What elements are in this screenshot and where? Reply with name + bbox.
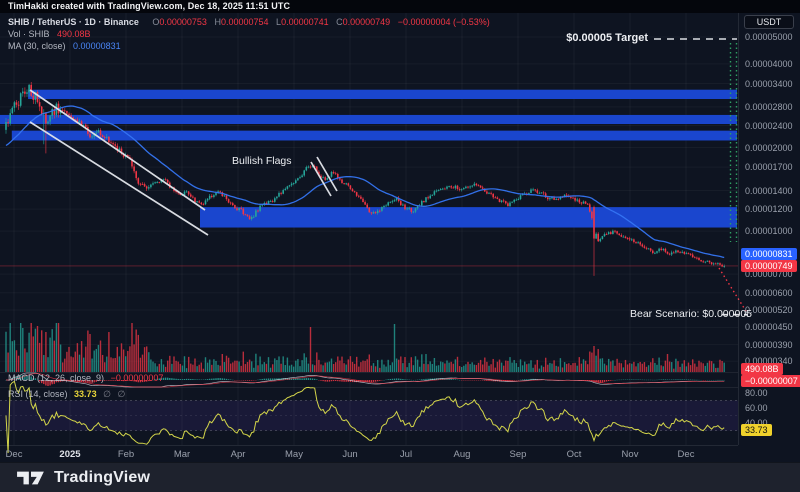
ma-legend-row: MA (30, close) 0.00000831 xyxy=(8,41,121,52)
tradingview-brand-link[interactable]: TradingView xyxy=(16,468,150,488)
ma-label: MA (30, close) xyxy=(8,41,66,51)
price-tick-label: 0.00002400 xyxy=(745,120,793,131)
time-tick-label: Dec xyxy=(677,449,695,460)
rsi-legend-row: RSI (14, close) 33.73 ∅ ∅ xyxy=(8,389,125,400)
tradingview-wordmark: TradingView xyxy=(54,468,151,486)
price-tick-label: 0.00000340 xyxy=(745,356,793,367)
bottom-toolbar: TradingView xyxy=(0,462,800,492)
high-label: H xyxy=(214,17,221,27)
volume-legend-row: Vol · SHIB 490.08B xyxy=(8,29,91,40)
time-tick-label: Nov xyxy=(621,449,639,460)
close-value: 0.00000749 xyxy=(342,17,391,27)
symbol-legend-row: SHIB / TetherUS · 1D · Binance O0.000007… xyxy=(8,17,490,28)
price-tick-label: 0.00000390 xyxy=(745,339,793,350)
time-tick-label: Jun xyxy=(342,449,358,460)
attribution-text: TimHakki created with TradingView.com, D… xyxy=(8,1,291,11)
price-tick-label: 0.00001400 xyxy=(745,185,793,196)
rsi-mute-icon[interactable]: ∅ xyxy=(117,389,126,399)
time-tick-label: Apr xyxy=(230,449,246,460)
macd-value: −0.00000007 xyxy=(110,373,164,383)
price-tick-label: 0.00001000 xyxy=(745,226,793,237)
macd-value-badge: −0.00000007 xyxy=(741,375,800,387)
last-price-badge: 0.00000749 xyxy=(741,260,797,272)
time-tick-label: Sep xyxy=(509,449,527,460)
time-tick-label: May xyxy=(285,449,303,460)
price-tick-label: 0.00000520 xyxy=(745,304,793,315)
price-tick-label: 0.00002000 xyxy=(745,142,793,153)
rsi-label: RSI (14, close) xyxy=(8,389,68,399)
change-value: −0.00000004 (−0.53%) xyxy=(397,17,490,27)
price-tick-label: 0.00000450 xyxy=(745,322,793,333)
rsi-value: 33.73 xyxy=(74,389,97,399)
low-value: 0.00000741 xyxy=(281,17,329,27)
macd-legend-row: MACD (12, 26, close, 9) −0.00000007 xyxy=(8,373,163,383)
rsi-value-badge: 33.73 xyxy=(741,424,772,436)
open-value: 0.00000753 xyxy=(159,17,207,27)
time-tick-label: Mar xyxy=(173,449,191,460)
low-label: L xyxy=(276,17,282,27)
volume-value: 490.08B xyxy=(57,29,91,39)
price-tick-label: 0.00001700 xyxy=(745,162,793,173)
rsi-tick-label: 80.00 xyxy=(745,388,768,398)
target-annotation: $0.00005 Target xyxy=(566,32,648,44)
high-value: 0.00000754 xyxy=(220,17,269,27)
price-tick-label: 0.00005000 xyxy=(745,32,793,42)
open-label: O xyxy=(152,17,160,27)
time-tick-label: Jul xyxy=(399,449,413,460)
price-axis[interactable]: 0.00005000 0.00004000 0.00003400 0.00002800… xyxy=(738,13,800,445)
time-tick-label: 2025 xyxy=(59,449,81,460)
volume-label: Vol · SHIB xyxy=(8,29,50,39)
bear-scenario-annotation: Bear Scenario: $0.000005 xyxy=(630,308,753,320)
attribution-bar: TimHakki created with TradingView.com, D… xyxy=(0,0,800,13)
rsi-tick-label: 60.00 xyxy=(745,403,768,413)
rsi-mute-icon[interactable]: ∅ xyxy=(103,389,111,399)
ma-price-badge: 0.00000831 xyxy=(741,248,797,260)
time-tick-label: Dec xyxy=(5,449,23,460)
price-tick-label: 0.00001200 xyxy=(745,204,793,215)
time-tick-label: Feb xyxy=(117,449,135,460)
volume-badge: 490.08B xyxy=(741,363,783,375)
time-tick-label: Aug xyxy=(453,449,471,460)
tradingview-logo-icon xyxy=(17,471,44,484)
price-tick-label: 0.00004000 xyxy=(745,58,793,69)
price-tick-label: 0.00003400 xyxy=(745,78,793,89)
close-label: C xyxy=(336,17,343,27)
bullish-flags-annotation: Bullish Flags xyxy=(232,155,292,167)
rsi-tick-label: 40.00 xyxy=(745,418,768,428)
ma-value: 0.00000831 xyxy=(73,41,121,51)
time-tick-label: Oct xyxy=(566,449,582,460)
price-tick-label: 0.00000700 xyxy=(745,269,793,280)
currency-toggle-button[interactable]: USDT xyxy=(744,15,794,29)
time-axis[interactable]: Dec 2025 Feb Mar Apr May Jun Jul Aug Sep Oct Nov Dec xyxy=(0,445,738,462)
symbol-title: SHIB / TetherUS · 1D · Binance xyxy=(8,17,139,27)
macd-label: MACD (12, 26, close, 9) xyxy=(8,373,105,383)
price-tick-label: 0.00000600 xyxy=(745,287,793,298)
price-tick-label: 0.00002800 xyxy=(745,101,793,112)
